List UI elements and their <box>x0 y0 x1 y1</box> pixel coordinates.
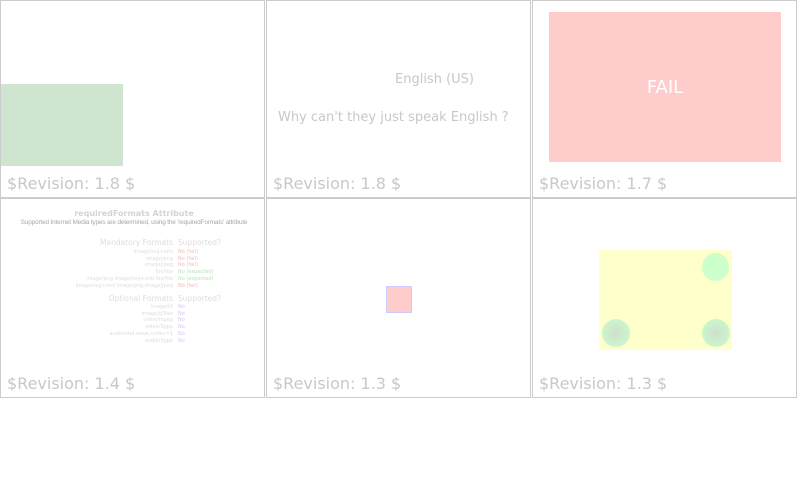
format-name: image/png image/svg+xml foo/foo <box>86 275 173 282</box>
format-name: video/3gpp <box>144 324 173 331</box>
circle-bottom-left <box>602 319 630 347</box>
circle-top-right <box>702 253 729 281</box>
test-cell-4: requiredFormats Attribute Supported Inte… <box>0 198 265 398</box>
revision-label: $Revision: 1.4 $ <box>7 374 136 393</box>
circle-bottom-right <box>702 319 730 347</box>
language-label: English (US) <box>395 72 474 87</box>
format-name: image/svg+xml image/png image/jpeg <box>75 282 173 289</box>
test-cell-3: FAIL $Revision: 1.7 $ <box>532 0 797 198</box>
formats-title: requiredFormats Attribute <box>74 209 194 218</box>
format-result: No (expected) <box>178 269 214 276</box>
supported-header: Supported? <box>178 238 222 247</box>
format-name: image/png <box>146 255 173 262</box>
optional-header: Optional Formats <box>108 294 173 303</box>
format-result: No (expected) <box>178 275 214 282</box>
format-result: No (fail) <box>178 282 198 289</box>
revision-label: $Revision: 1.7 $ <box>539 174 668 193</box>
supported-header-optional: Supported? <box>178 294 222 303</box>
revision-label: $Revision: 1.8 $ <box>7 174 136 193</box>
format-result: No <box>178 317 185 324</box>
format-result: No <box>178 310 185 317</box>
format-name: image/svg+xml <box>133 249 173 255</box>
formats-subtitle: Supported Internet Media types are deter… <box>20 219 248 226</box>
revision-label: $Revision: 1.8 $ <box>273 174 402 193</box>
format-result: No (fail) <box>178 249 198 255</box>
revision-label: $Revision: 1.3 $ <box>273 374 402 393</box>
green-rectangle <box>1 84 123 166</box>
test-cell-2: English (US) Why can't they just speak E… <box>266 0 531 198</box>
format-name: image/g3fax <box>141 310 173 317</box>
format-name: video/mpeg <box>143 317 173 324</box>
fail-box: FAIL <box>549 12 781 162</box>
pink-square <box>386 286 412 313</box>
format-result: No <box>178 337 185 344</box>
test-cell-6: $Revision: 1.3 $ <box>532 198 797 398</box>
mandatory-header: Mandatory Formats <box>100 238 173 247</box>
format-name: audio/3gpp <box>144 337 173 344</box>
format-name: audio/vnd.wave;codec=1 <box>109 330 173 337</box>
format-name: image/tif <box>150 304 173 310</box>
format-result: No <box>178 330 185 337</box>
format-result: No (fail) <box>178 255 198 262</box>
format-name: foo/foo <box>155 269 173 276</box>
test-cell-1: $Revision: 1.8 $ <box>0 0 265 198</box>
test-cell-5: $Revision: 1.3 $ <box>266 198 531 398</box>
question-text: Why can't they just speak English ? <box>278 110 509 125</box>
format-result: No (fail) <box>178 262 198 269</box>
revision-label: $Revision: 1.3 $ <box>539 374 668 393</box>
format-result: No <box>178 304 185 310</box>
format-name: image/jpeg <box>144 262 173 269</box>
format-result: No <box>178 324 185 331</box>
